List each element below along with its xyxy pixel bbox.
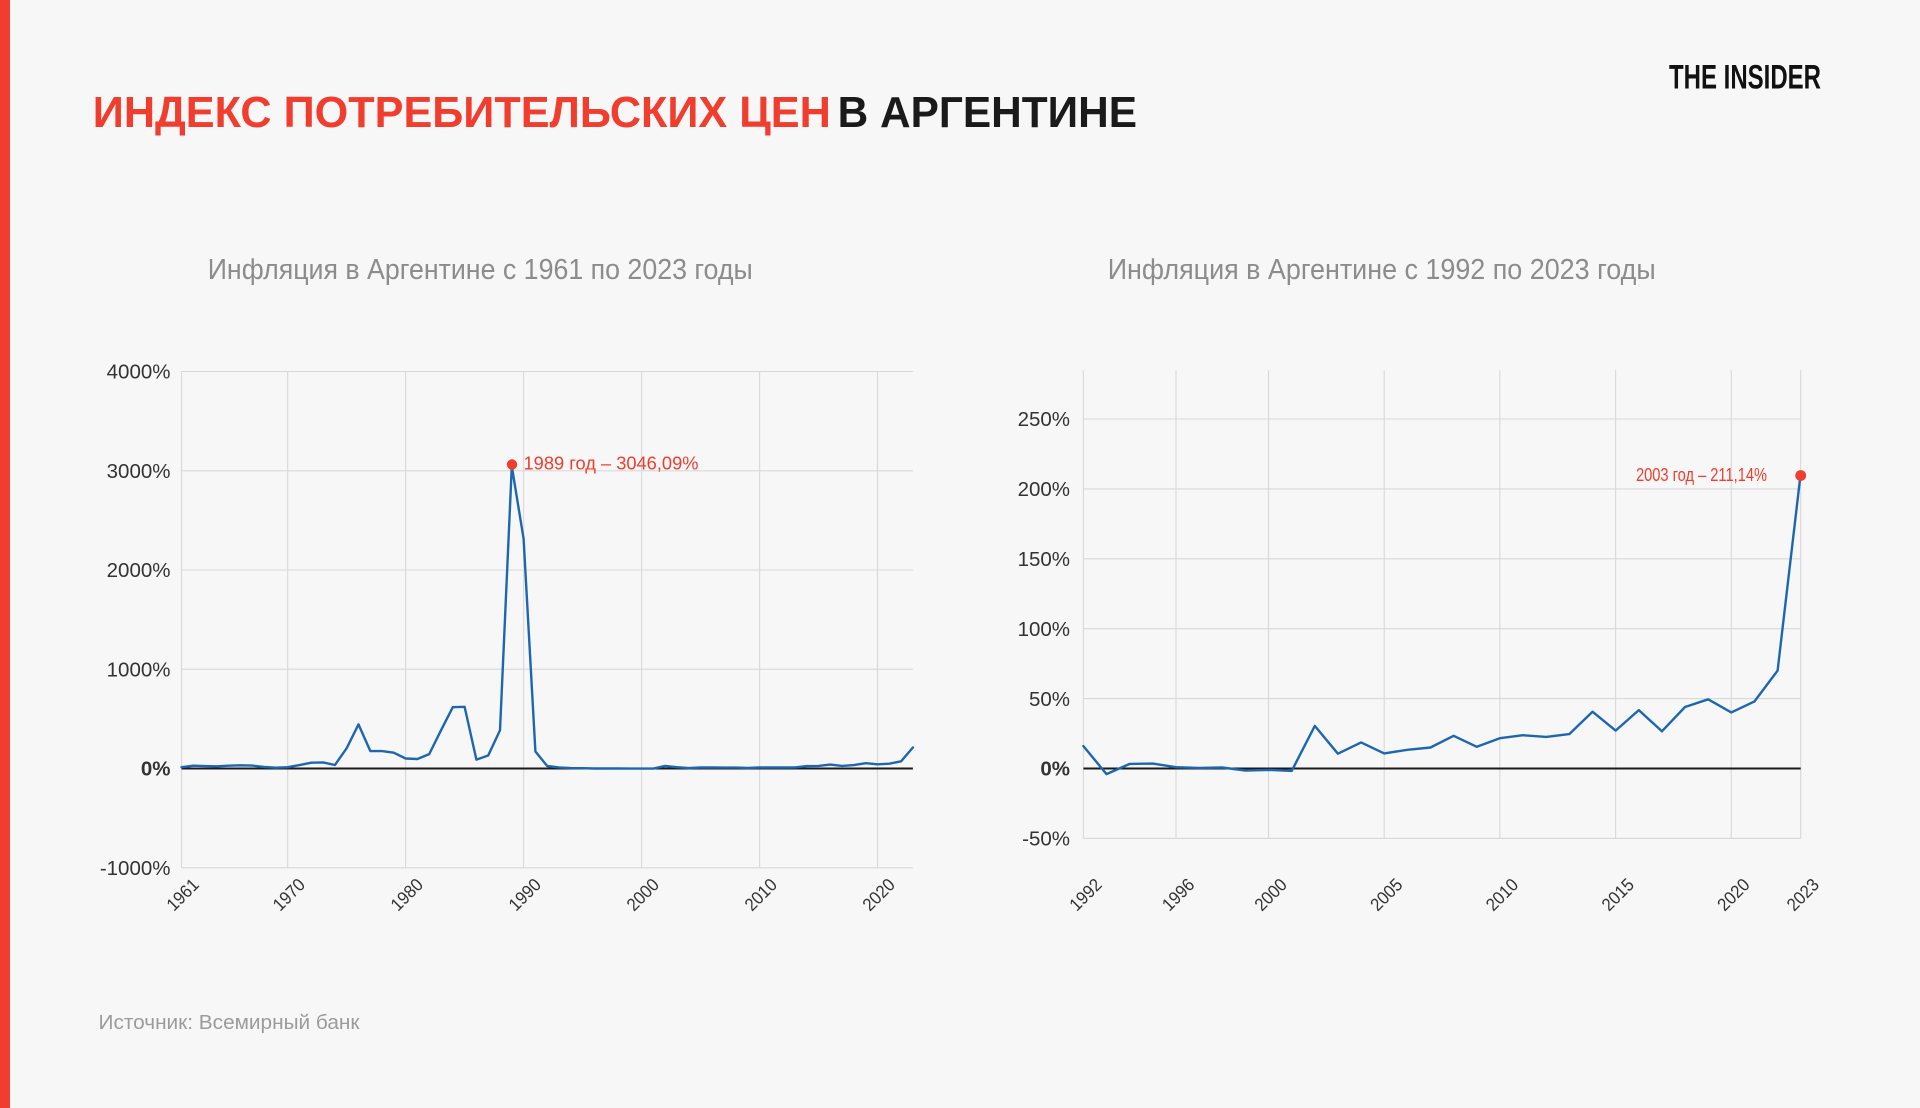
svg-text:1996: 1996 [1158, 875, 1198, 915]
svg-text:150%: 150% [1018, 548, 1070, 571]
svg-text:200%: 200% [1018, 478, 1070, 501]
svg-text:Инфляция в Аргентине с 1961 по: Инфляция в Аргентине с 1961 по 2023 годы [208, 254, 753, 286]
svg-text:2010: 2010 [1482, 875, 1522, 915]
svg-text:2015: 2015 [1598, 875, 1638, 915]
svg-text:Инфляция в Аргентине с 1992 по: Инфляция в Аргентине с 1992 по 2023 годы [1108, 254, 1656, 286]
svg-text:1000%: 1000% [107, 659, 171, 682]
svg-text:2020: 2020 [859, 875, 899, 915]
svg-text:THE INSIDER: THE INSIDER [1669, 59, 1821, 97]
svg-text:2000%: 2000% [107, 559, 171, 582]
svg-text:2005: 2005 [1366, 875, 1406, 915]
svg-text:1990: 1990 [505, 875, 545, 915]
svg-text:2023: 2023 [1783, 875, 1823, 915]
svg-text:1961: 1961 [163, 875, 203, 915]
svg-text:2020: 2020 [1713, 875, 1753, 915]
svg-text:1980: 1980 [387, 875, 427, 915]
svg-text:4000%: 4000% [107, 361, 171, 384]
svg-text:50%: 50% [1029, 688, 1070, 711]
svg-text:0%: 0% [141, 758, 171, 781]
svg-text:-1000%: -1000% [100, 857, 171, 880]
svg-text:-50%: -50% [1022, 828, 1070, 851]
svg-text:1970: 1970 [269, 875, 309, 915]
svg-text:1989 год – 3046,09%: 1989 год – 3046,09% [524, 453, 699, 474]
svg-text:250%: 250% [1018, 408, 1070, 431]
svg-text:2010: 2010 [741, 875, 781, 915]
svg-text:3000%: 3000% [107, 460, 171, 483]
svg-text:В АРГЕНТИНЕ: В АРГЕНТИНЕ [838, 89, 1137, 137]
svg-text:1992: 1992 [1065, 875, 1105, 915]
svg-text:0%: 0% [1040, 758, 1070, 781]
svg-text:2003 год – 211,14%: 2003 год – 211,14% [1636, 464, 1767, 485]
svg-text:2000: 2000 [623, 875, 663, 915]
svg-text:100%: 100% [1018, 618, 1070, 641]
svg-text:ИНДЕКС ПОТРЕБИТЕЛЬСКИХ ЦЕН: ИНДЕКС ПОТРЕБИТЕЛЬСКИХ ЦЕН [93, 89, 831, 137]
svg-text:Источник: Всемирный банк: Источник: Всемирный банк [99, 1011, 361, 1034]
svg-text:2000: 2000 [1251, 875, 1291, 915]
